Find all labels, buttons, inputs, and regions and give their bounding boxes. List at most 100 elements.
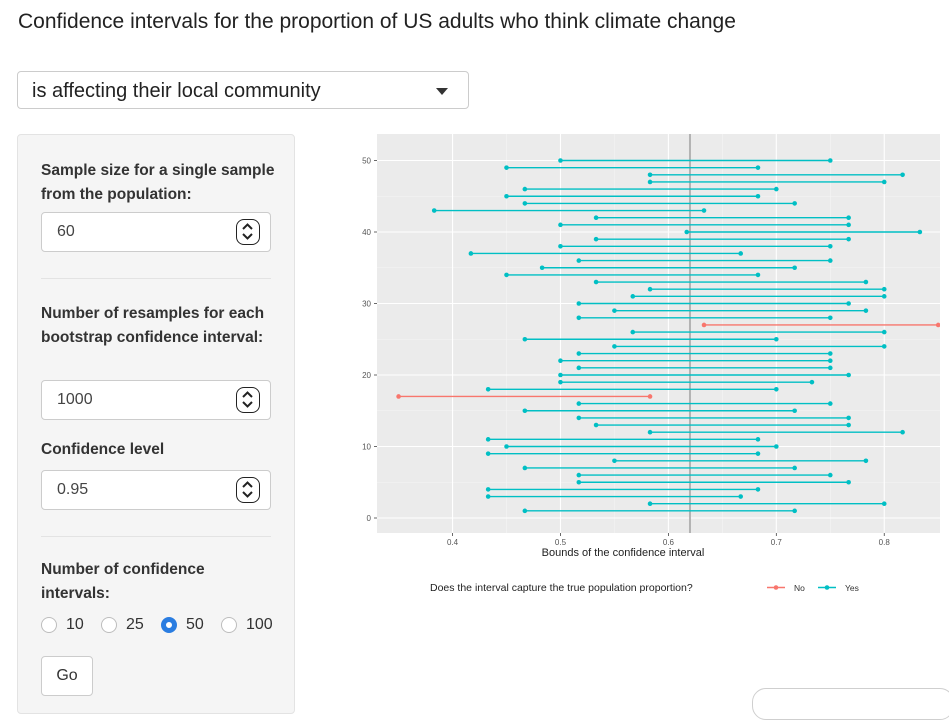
confidence-interval-chart: 0.4 0.5 0.6 0.7 0.8 0 10 20 30 40 50 Bounds of the … xyxy=(362,134,940,594)
interval-upper-point xyxy=(863,308,869,313)
interval-lower-point xyxy=(630,294,636,299)
sample-size-value: 60 xyxy=(57,223,75,240)
interval-upper-point xyxy=(846,301,851,306)
interval-upper-point xyxy=(846,222,851,228)
interval-lower-point xyxy=(612,308,617,313)
interval-upper-point xyxy=(846,422,851,428)
interval-lower-point xyxy=(504,193,509,199)
stepper-icon[interactable] xyxy=(236,477,260,503)
interval-lower-point xyxy=(522,186,528,192)
sample-size-label: Sample size for a single sample from the… xyxy=(41,162,275,203)
interval-lower-point xyxy=(485,494,491,499)
interval-upper-point xyxy=(755,487,761,492)
radio-circle[interactable] xyxy=(221,617,237,633)
interval-lower-point xyxy=(504,444,509,449)
interval-upper-point xyxy=(755,272,761,278)
radio-label: 100 xyxy=(246,616,273,633)
page-title: Confidence intervals for the proportion … xyxy=(18,10,736,33)
statement-select-value: is affecting their local community xyxy=(32,80,321,102)
interval-upper-point xyxy=(809,379,815,385)
interval-upper-point xyxy=(881,329,887,335)
interval-upper-point xyxy=(701,208,707,213)
interval-lower-point xyxy=(593,279,599,285)
interval-lower-point xyxy=(576,351,582,356)
resamples-input[interactable]: 1000 xyxy=(41,380,271,420)
interval-lower-point xyxy=(522,336,528,342)
x-tick-label: 0.4 xyxy=(447,538,459,547)
interval-lower-point xyxy=(468,251,474,256)
interval-upper-point xyxy=(755,437,761,442)
interval-lower-point xyxy=(539,265,545,271)
interval-upper-point xyxy=(827,158,833,163)
interval-lower-point xyxy=(593,215,599,220)
radio-circle[interactable] xyxy=(101,617,117,633)
interval-upper-point xyxy=(738,251,744,256)
interval-upper-point xyxy=(863,458,869,464)
interval-upper-point xyxy=(881,286,887,292)
x-tick-label: 0.8 xyxy=(879,538,891,547)
interval-lower-point xyxy=(576,315,582,321)
radio-circle-checked[interactable] xyxy=(161,617,177,633)
num-intervals-label: Number of confidence intervals: xyxy=(41,561,205,602)
interval-lower-point xyxy=(576,415,582,421)
go-button[interactable]: Go xyxy=(41,656,93,696)
interval-upper-point xyxy=(881,344,887,349)
interval-lower-point xyxy=(630,329,636,335)
interval-lower-point xyxy=(576,479,582,485)
y-tick-label: 10 xyxy=(362,443,371,452)
resamples-label: Number of resamples for each bootstrap c… xyxy=(41,305,265,346)
sample-size-input[interactable]: 60 xyxy=(41,212,271,252)
interval-upper-point xyxy=(900,429,905,435)
panel-edge xyxy=(752,688,949,720)
interval-upper-point xyxy=(881,179,887,185)
interval-lower-point xyxy=(612,344,617,349)
interval-upper-point xyxy=(827,365,833,371)
interval-lower-point xyxy=(558,372,563,378)
interval-lower-point xyxy=(576,401,582,406)
interval-upper-point xyxy=(755,451,761,456)
caret-down-icon[interactable] xyxy=(436,88,448,95)
interval-lower-point xyxy=(431,208,437,213)
interval-upper-point xyxy=(935,322,940,328)
x-tick-label: 0.5 xyxy=(555,538,567,547)
interval-lower-point xyxy=(558,244,563,249)
interval-upper-point xyxy=(827,258,833,263)
x-tick-label: 0.6 xyxy=(663,538,675,547)
stepper-icon[interactable] xyxy=(236,219,260,245)
interval-upper-point xyxy=(827,472,833,478)
confidence-level-value: 0.95 xyxy=(57,481,89,498)
y-tick-label: 50 xyxy=(362,157,371,166)
confidence-level-input[interactable]: 0.95 xyxy=(41,470,271,510)
confidence-level-label: Confidence level xyxy=(41,441,165,458)
interval-upper-point xyxy=(755,165,761,170)
interval-lower-point xyxy=(576,301,582,306)
interval-lower-point xyxy=(576,258,582,263)
interval-lower-point xyxy=(504,272,509,278)
stepper-icon[interactable] xyxy=(236,387,260,413)
interval-lower-point xyxy=(647,179,653,185)
interval-upper-point xyxy=(827,358,833,363)
interval-lower-point xyxy=(522,508,528,514)
interval-lower-point xyxy=(701,322,707,328)
radio-circle[interactable] xyxy=(41,617,57,633)
interval-lower-point xyxy=(576,472,582,478)
resamples-value: 1000 xyxy=(57,391,93,408)
interval-upper-point xyxy=(738,494,744,499)
statement-select[interactable]: is affecting their local community xyxy=(17,71,469,109)
radio-label: 10 xyxy=(66,616,84,633)
interval-lower-point xyxy=(647,501,653,507)
legend-label: Yes xyxy=(845,583,859,593)
interval-lower-point xyxy=(504,165,509,170)
interval-lower-point xyxy=(558,379,563,385)
interval-upper-point xyxy=(774,186,779,192)
interval-upper-point xyxy=(792,201,797,206)
radio-label: 25 xyxy=(126,616,144,633)
interval-upper-point xyxy=(774,444,779,449)
radio-label: 50 xyxy=(186,616,204,633)
interval-upper-point xyxy=(846,236,851,242)
interval-lower-point xyxy=(593,236,599,242)
y-tick-label: 40 xyxy=(362,228,371,237)
interval-lower-point xyxy=(396,394,401,399)
interval-upper-point xyxy=(846,372,851,378)
interval-upper-point xyxy=(774,387,779,392)
